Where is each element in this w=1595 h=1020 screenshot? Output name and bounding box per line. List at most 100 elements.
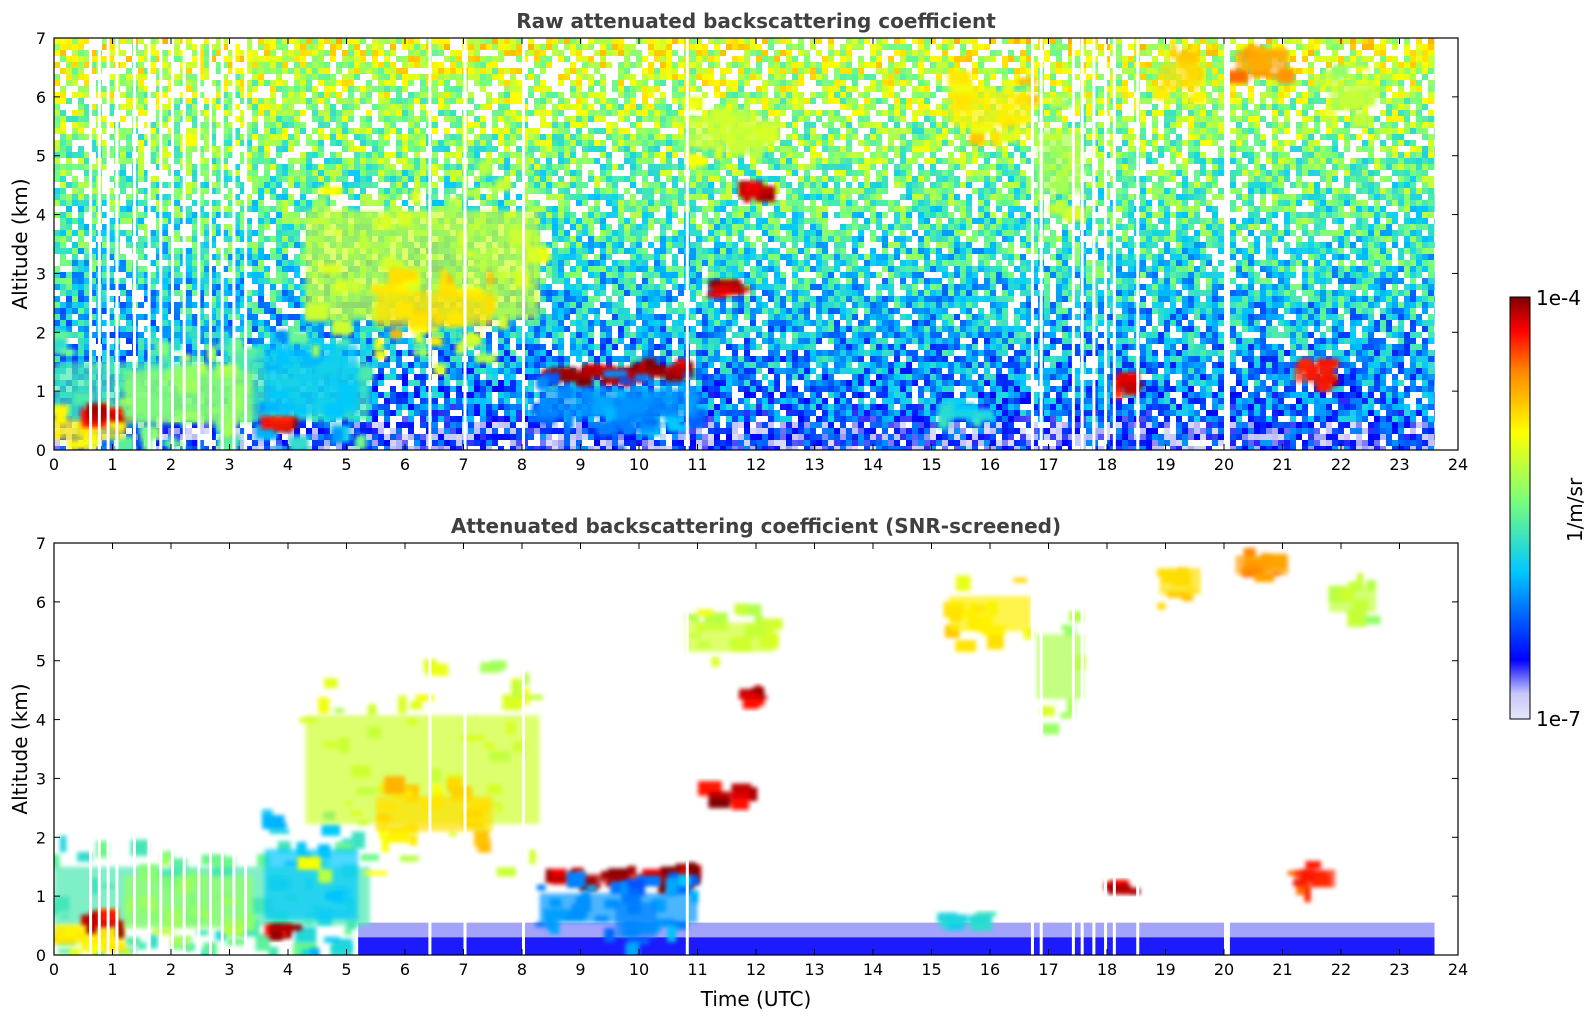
noise-cell	[108, 206, 114, 212]
noise-cell	[762, 110, 768, 116]
noise-cell	[876, 122, 882, 128]
noise-cell	[1158, 152, 1164, 158]
noise-cell	[228, 140, 234, 146]
noise-cell	[318, 170, 324, 176]
noise-cell	[1206, 80, 1212, 86]
noise-cell	[852, 80, 858, 86]
noise-cell	[222, 104, 228, 110]
noise-cell	[666, 170, 672, 176]
noise-cell	[414, 164, 420, 170]
noise-cell	[690, 170, 696, 176]
noise-cell	[318, 146, 324, 152]
noise-cell	[618, 50, 624, 56]
noise-cell	[1368, 134, 1374, 140]
noise-cell	[552, 164, 558, 170]
noise-cell	[228, 62, 234, 68]
noise-cell	[648, 206, 654, 212]
noise-cell	[1392, 68, 1398, 74]
noise-cell	[1374, 86, 1380, 92]
noise-cell	[438, 44, 444, 50]
noise-cell	[378, 98, 384, 104]
noise-cell	[336, 110, 342, 116]
noise-cell	[822, 182, 828, 188]
noise-cell	[1302, 80, 1308, 86]
noise-cell	[654, 122, 660, 128]
noise-cell	[558, 164, 564, 170]
noise-cell	[702, 194, 708, 200]
noise-cell	[798, 152, 804, 158]
noise-cell	[798, 110, 804, 116]
noise-cell	[804, 128, 810, 134]
noise-cell	[798, 116, 804, 122]
noise-cell	[678, 56, 684, 62]
noise-cell	[786, 38, 792, 44]
noise-cell	[288, 38, 294, 44]
noise-cell	[408, 110, 414, 116]
noise-cell	[1020, 146, 1026, 152]
noise-cell	[624, 158, 630, 164]
noise-cell	[954, 56, 960, 62]
noise-cell	[78, 68, 84, 74]
noise-cell	[840, 188, 846, 194]
noise-cell	[690, 146, 696, 152]
noise-cell	[378, 146, 384, 152]
noise-cell	[228, 188, 234, 194]
noise-cell	[1392, 38, 1398, 44]
noise-cell	[624, 62, 630, 68]
noise-cell	[1188, 140, 1194, 146]
noise-cell	[1344, 176, 1350, 182]
noise-cell	[210, 134, 216, 140]
noise-cell	[1296, 146, 1302, 152]
noise-cell	[600, 116, 606, 122]
noise-cell	[858, 92, 864, 98]
noise-cell	[1056, 62, 1062, 68]
noise-cell	[1422, 152, 1428, 158]
noise-cell	[894, 152, 900, 158]
noise-cell	[918, 56, 924, 62]
noise-cell	[600, 188, 606, 194]
noise-cell	[402, 74, 408, 80]
noise-cell	[954, 38, 960, 44]
noise-cell	[726, 98, 732, 104]
noise-cell	[1380, 68, 1386, 74]
noise-cell	[1416, 62, 1422, 68]
noise-cell	[414, 62, 420, 68]
noise-cell	[804, 122, 810, 128]
noise-cell	[444, 152, 450, 158]
noise-cell	[660, 50, 666, 56]
noise-cell	[378, 116, 384, 122]
noise-cell	[546, 176, 552, 182]
noise-cell	[606, 98, 612, 104]
noise-cell	[924, 38, 930, 44]
noise-cell	[312, 92, 318, 98]
noise-cell	[474, 152, 480, 158]
noise-cell	[552, 92, 558, 98]
noise-cell	[1068, 86, 1074, 92]
noise-cell	[1380, 38, 1386, 44]
noise-cell	[1314, 152, 1320, 158]
noise-cell	[1272, 152, 1278, 158]
noise-cell	[306, 164, 312, 170]
noise-cell	[1026, 158, 1032, 164]
noise-cell	[564, 146, 570, 152]
noise-cell	[438, 62, 444, 68]
noise-cell	[138, 98, 144, 104]
noise-cell	[1308, 44, 1314, 50]
noise-cell	[222, 122, 228, 128]
noise-cell	[222, 80, 228, 86]
noise-cell	[762, 158, 768, 164]
noise-cell	[504, 116, 510, 122]
noise-cell	[1008, 50, 1014, 56]
noise-cell	[846, 86, 852, 92]
noise-cell	[348, 104, 354, 110]
noise-cell	[234, 176, 240, 182]
noise-cell	[300, 206, 306, 212]
noise-cell	[1182, 44, 1188, 50]
noise-cell	[1032, 134, 1038, 140]
noise-cell	[1026, 56, 1032, 62]
noise-cell	[504, 134, 510, 140]
noise-cell	[312, 74, 318, 80]
noise-cell	[1380, 146, 1386, 152]
noise-cell	[1188, 110, 1194, 116]
noise-cell	[282, 104, 288, 110]
